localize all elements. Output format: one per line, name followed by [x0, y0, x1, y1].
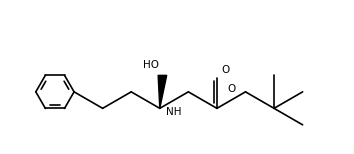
Text: NH: NH [166, 107, 182, 117]
Polygon shape [158, 75, 167, 108]
Text: O: O [227, 84, 235, 94]
Text: O: O [221, 65, 229, 75]
Text: HO: HO [143, 60, 159, 70]
